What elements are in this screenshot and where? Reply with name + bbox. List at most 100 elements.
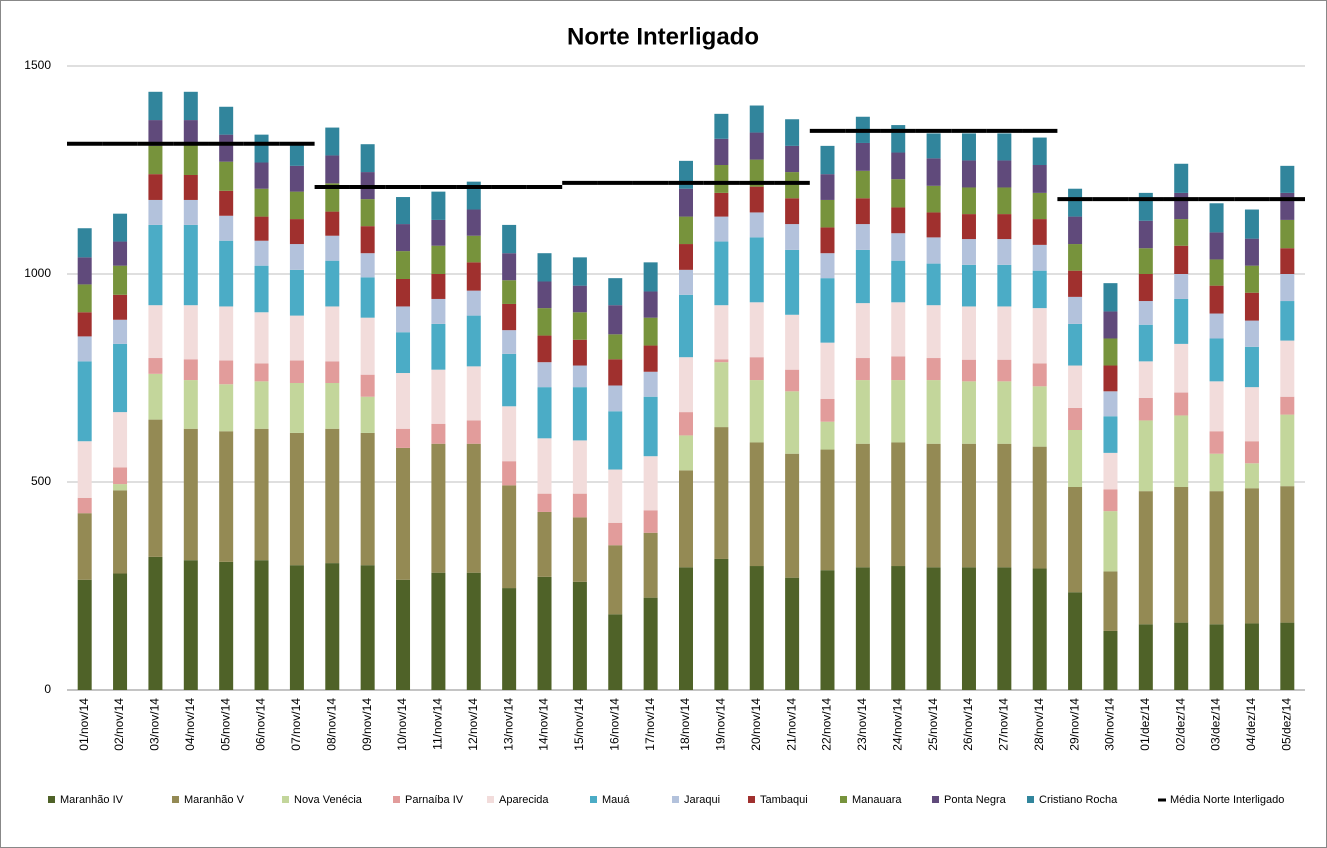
bar-segment — [749, 357, 764, 381]
legend-label: Média Norte Interligado — [1170, 794, 1284, 806]
bar-segment — [289, 219, 304, 245]
bar-segment — [1138, 192, 1153, 221]
bar-segment — [572, 365, 587, 388]
bar-segment — [1280, 396, 1295, 415]
bar-segment — [997, 264, 1012, 307]
bar-segment — [219, 190, 234, 216]
bar-segment — [502, 280, 517, 304]
bar-segment — [749, 159, 764, 187]
legend-swatch — [172, 796, 179, 803]
bar-segment — [1103, 391, 1118, 417]
bar-segment — [289, 144, 304, 166]
bar-segment — [1103, 365, 1118, 392]
x-tick-label: 22/nov/14 — [820, 698, 834, 751]
bar-segment — [785, 369, 800, 392]
bar-segment — [572, 285, 587, 313]
bar-segment — [855, 358, 870, 381]
bar-segment — [431, 298, 446, 324]
bar-segment — [997, 567, 1012, 690]
bar-segment — [466, 420, 481, 444]
bar-segment — [961, 264, 976, 307]
bar-segment — [466, 315, 481, 367]
bar-segment — [608, 385, 623, 412]
bar-segment — [1103, 452, 1118, 490]
bar-segment — [1209, 232, 1224, 260]
bar-segment — [148, 199, 163, 225]
bar-segment — [77, 312, 92, 337]
bar-segment — [820, 199, 835, 228]
bar-segment — [360, 277, 375, 318]
bar-segment — [431, 443, 446, 573]
bar-segment — [219, 161, 234, 191]
bar-segment — [926, 237, 941, 264]
y-tick-label: 0 — [44, 682, 51, 696]
bar-segment — [961, 133, 976, 161]
x-tick-label: 05/nov/14 — [218, 698, 232, 751]
bar-segment — [254, 265, 269, 313]
bar-segment — [77, 441, 92, 498]
x-tick-label: 19/nov/14 — [714, 698, 728, 751]
bar-segment — [113, 343, 128, 413]
bar-segment — [466, 290, 481, 316]
bar-segment — [785, 577, 800, 690]
bar-segment — [396, 251, 411, 279]
bar-segment — [572, 581, 587, 690]
bar-segment — [1138, 324, 1153, 362]
bar-segment — [1138, 361, 1153, 398]
legend-swatch — [48, 796, 55, 803]
bar-segment — [113, 294, 128, 320]
x-tick-label: 03/nov/14 — [148, 698, 162, 751]
bar-segment — [891, 566, 906, 690]
bar-segment — [289, 360, 304, 383]
bar-segment — [1103, 311, 1118, 339]
bar-segment — [360, 396, 375, 433]
bar-segment — [997, 160, 1012, 188]
bar-segment — [1103, 571, 1118, 631]
x-tick-label: 18/nov/14 — [678, 698, 692, 751]
bar-segment — [679, 269, 693, 295]
bar-segment — [148, 224, 163, 306]
bar-segment — [537, 308, 552, 336]
bar-segment — [891, 207, 906, 234]
x-tick-label: 20/nov/14 — [749, 698, 763, 751]
bar-segment — [749, 132, 764, 160]
bar-segment — [714, 362, 729, 428]
bar-segment — [785, 224, 800, 250]
bar-segment — [148, 174, 163, 200]
bar-segment — [289, 565, 304, 690]
bar-segment — [396, 306, 411, 333]
bar-segment — [502, 485, 517, 589]
bar-segment — [714, 113, 729, 139]
bar-segment — [785, 453, 800, 578]
bar-segment — [289, 244, 304, 270]
bar-segment — [961, 359, 976, 382]
bar-segment — [1244, 320, 1259, 347]
bar-segment — [325, 382, 340, 429]
bar-segment — [714, 359, 729, 363]
x-tick-label: 01/nov/14 — [77, 698, 91, 751]
bar-segment — [1068, 323, 1083, 366]
bar-segment — [572, 440, 587, 494]
bar-segment — [749, 380, 764, 443]
bar-segment — [961, 214, 976, 240]
bar-segment — [1138, 248, 1153, 274]
bar-segment — [714, 241, 729, 306]
bar-segment — [254, 428, 269, 561]
bar-segment — [891, 179, 906, 208]
bar-segment — [396, 579, 411, 690]
bar-segment — [148, 556, 163, 690]
bar-segment — [431, 191, 446, 220]
bar-segment — [1032, 137, 1047, 166]
bar-segment — [643, 345, 658, 372]
bar-segment — [254, 363, 269, 382]
x-tick-label: 21/nov/14 — [784, 698, 798, 751]
bar-segment — [961, 381, 976, 444]
bar-segment — [1032, 192, 1047, 220]
bar-segment — [785, 145, 800, 173]
bar-segment — [502, 330, 517, 354]
bar-segment — [608, 278, 623, 306]
x-tick-label: 10/nov/14 — [395, 698, 409, 751]
y-tick-label: 1000 — [24, 266, 51, 280]
bar-segment — [254, 216, 269, 241]
